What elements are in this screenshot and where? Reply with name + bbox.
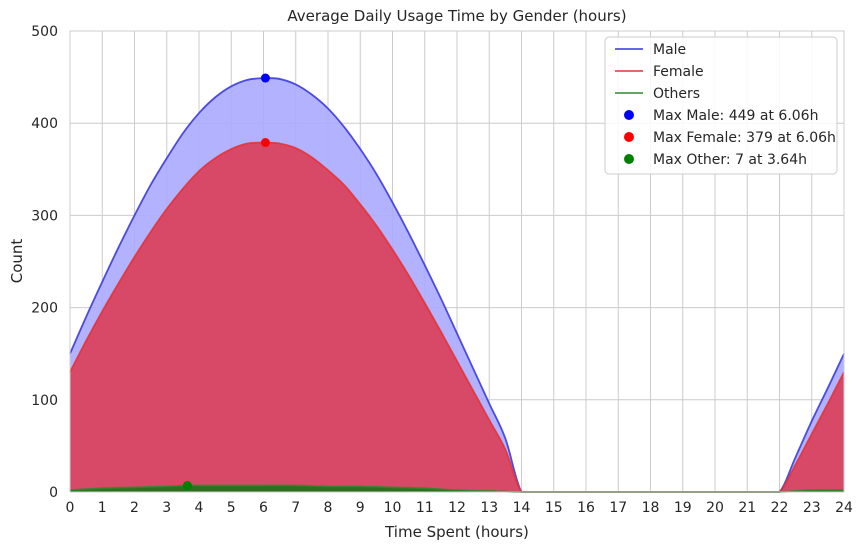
x-tick-label: 12	[448, 500, 466, 516]
legend-swatch	[624, 132, 634, 142]
y-tick-label: 0	[49, 485, 58, 501]
max-marker-1	[260, 138, 270, 148]
x-tick-label: 9	[356, 500, 365, 516]
max-marker-0	[260, 73, 270, 83]
x-tick-label: 15	[545, 500, 563, 516]
x-axis-label: Time Spent (hours)	[384, 523, 529, 541]
y-tick-label: 200	[31, 301, 58, 317]
x-tick-label: 5	[227, 500, 236, 516]
x-tick-label: 11	[416, 500, 434, 516]
plot-frame	[69, 30, 845, 493]
x-tick-label: 1	[98, 500, 107, 516]
y-tick-label: 400	[31, 116, 58, 132]
x-tick-labels: 0 1 2 3 4 5 6 7 8 9 10 11 12 13 14 15 16 17 18 19 20 21 22 23 24	[66, 500, 853, 516]
legend-swatch	[624, 154, 634, 164]
legend-swatch	[624, 110, 634, 120]
max-markers	[182, 73, 270, 491]
x-tick-label: 23	[803, 500, 821, 516]
y-axis-label: Count	[8, 239, 26, 284]
series-areas	[70, 77, 844, 492]
legend-label: Female	[653, 64, 704, 80]
legend-label: Max Female: 379 at 6.06h	[653, 130, 836, 146]
x-tick-label: 3	[162, 500, 171, 516]
x-tick-label: 22	[771, 500, 789, 516]
x-tick-label: 19	[674, 500, 692, 516]
x-tick-label: 14	[513, 500, 531, 516]
y-tick-label: 300	[31, 208, 58, 224]
area-female	[70, 142, 844, 492]
legend-label: Others	[653, 86, 700, 102]
chart-title: Average Daily Usage Time by Gender (hour…	[287, 7, 626, 25]
x-tick-label: 7	[291, 500, 300, 516]
x-tick-label: 0	[66, 500, 75, 516]
x-tick-label: 16	[577, 500, 595, 516]
x-tick-label: 13	[480, 500, 498, 516]
legend-box	[604, 36, 838, 175]
x-tick-label: 10	[384, 500, 402, 516]
x-tick-label: 2	[130, 500, 139, 516]
x-tick-label: 18	[642, 500, 660, 516]
x-tick-label: 20	[706, 500, 724, 516]
legend-label: Male	[653, 42, 686, 58]
x-tick-label: 24	[835, 500, 853, 516]
x-tick-label: 8	[324, 500, 333, 516]
area-others	[70, 485, 844, 492]
max-marker-2	[182, 481, 192, 491]
x-tick-label: 21	[738, 500, 756, 516]
legend: Male Female Others Max Male: 449 at 6.06h Ma…	[604, 36, 838, 175]
y-tick-labels: 0 100 200 300 400 500	[31, 24, 58, 501]
x-tick-label: 4	[195, 500, 204, 516]
legend-label: Max Other: 7 at 3.64h	[653, 152, 807, 168]
legend-label: Max Male: 449 at 6.06h	[653, 108, 818, 124]
y-tick-label: 100	[31, 393, 58, 409]
y-tick-label: 500	[31, 24, 58, 40]
x-tick-label: 17	[609, 500, 627, 516]
x-tick-label: 6	[259, 500, 268, 516]
